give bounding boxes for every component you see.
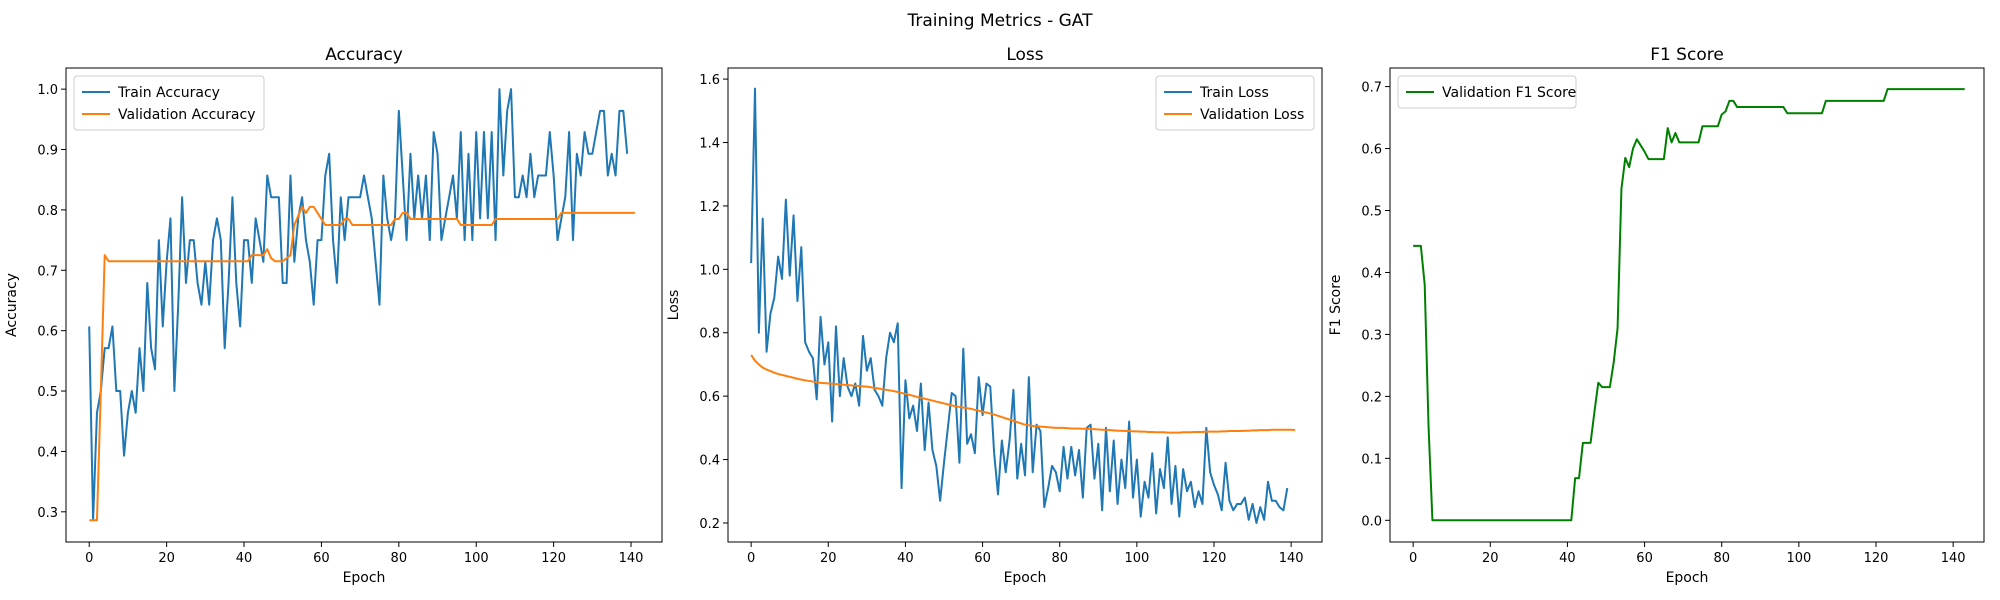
accuracy-x-tick-label: 20: [158, 551, 175, 566]
loss-x-tick-label: 80: [1051, 551, 1068, 566]
f1-x-tick-label: 40: [1559, 551, 1576, 566]
f1-axes-frame: [1389, 67, 1985, 543]
loss-series-0-line: [750, 87, 1289, 524]
accuracy-y-tick-label: 0.8: [37, 204, 58, 219]
accuracy-y-tick-label: 0.4: [37, 445, 58, 460]
loss-x-tick-label: 0: [747, 551, 755, 566]
f1-y-tick-label: 0.6: [1361, 143, 1382, 158]
accuracy-series-0-line: [88, 88, 629, 522]
f1-y-tick-label: 0.0: [1361, 514, 1382, 529]
loss-y-tick-label: 0.2: [699, 517, 720, 532]
f1-x-axis-label: Epoch: [1666, 570, 1709, 586]
accuracy-x-tick-label: 80: [391, 551, 408, 566]
loss-axes-frame: [727, 67, 1323, 543]
f1-x-tick-label: 100: [1786, 551, 1811, 566]
f1-title: F1 Score: [1650, 45, 1724, 65]
f1-y-tick-label: 0.7: [1361, 81, 1382, 96]
f1-legend-label: Validation F1 Score: [1442, 85, 1576, 101]
accuracy-x-axis-label: Epoch: [343, 570, 386, 586]
loss-title: Loss: [1006, 45, 1043, 65]
accuracy-x-tick-label: 120: [541, 551, 566, 566]
loss-y-tick-label: 0.4: [699, 454, 720, 469]
accuracy-legend-label: Train Accuracy: [117, 85, 220, 101]
loss-legend-label: Validation Loss: [1200, 107, 1304, 123]
accuracy-title: Accuracy: [325, 45, 403, 65]
f1-x-tick-label: 60: [1636, 551, 1653, 566]
f1-legend: Validation F1 Score: [1397, 75, 1577, 109]
f1-series-0-line: [1413, 88, 1965, 522]
accuracy-y-tick-label: 0.7: [37, 264, 58, 279]
f1-x-tick-label: 120: [1864, 551, 1889, 566]
loss-y-tick-label: 1.0: [699, 263, 720, 278]
f1-y-tick-label: 0.4: [1361, 266, 1382, 281]
accuracy-panel: Accuracy 0 20 40 60 80 100 120 140 0.3 0.4 0.5 0.6 0.…: [4, 45, 663, 586]
f1-x-tick-label: 140: [1941, 551, 1966, 566]
loss-y-tick-label: 1.2: [699, 200, 720, 215]
accuracy-series-1-line: [89, 205, 635, 522]
loss-x-tick-label: 20: [820, 551, 837, 566]
accuracy-legend: Train Accuracy Validation Accuracy: [73, 75, 265, 131]
f1-y-tick-label: 0.3: [1361, 328, 1382, 343]
f1-panel: F1 Score 0 20 40 60 80 100 120 140 0.0 0.1 0.2 0.3 0.…: [1328, 45, 1985, 586]
loss-y-axis-label: Loss: [666, 290, 682, 321]
accuracy-x-tick-label: 100: [464, 551, 489, 566]
accuracy-x-tick-label: 140: [619, 551, 644, 566]
f1-x-tick-label: 20: [1482, 551, 1499, 566]
loss-y-tick-label: 1.4: [699, 137, 720, 152]
f1-x-tick-label: 80: [1713, 551, 1730, 566]
loss-y-tick-label: 0.6: [699, 390, 720, 405]
figure-suptitle: Training Metrics - GAT: [907, 11, 1094, 31]
f1-y-tick-label: 0.5: [1361, 205, 1382, 220]
accuracy-axes-frame: [65, 67, 663, 543]
accuracy-y-tick-label: 0.9: [37, 144, 58, 159]
accuracy-x-tick-label: 60: [313, 551, 330, 566]
accuracy-y-tick-label: 0.5: [37, 385, 58, 400]
loss-legend-label: Train Loss: [1199, 85, 1269, 101]
f1-y-tick-label: 0.2: [1361, 390, 1382, 405]
f1-y-tick-label: 0.1: [1361, 452, 1382, 467]
accuracy-y-tick-label: 0.6: [37, 325, 58, 340]
loss-legend-box: [1155, 75, 1315, 131]
loss-x-tick-label: 140: [1279, 551, 1304, 566]
loss-y-tick-label: 0.8: [699, 327, 720, 342]
loss-x-tick-label: 60: [974, 551, 991, 566]
accuracy-legend-label: Validation Accuracy: [118, 107, 256, 123]
accuracy-y-axis-label: Accuracy: [4, 273, 20, 337]
f1-legend-box: [1397, 75, 1577, 109]
f1-y-axis-label: F1 Score: [1328, 275, 1344, 336]
accuracy-x-tick-label: 0: [85, 551, 93, 566]
loss-series-1-line: [750, 354, 1296, 434]
loss-x-tick-label: 120: [1202, 551, 1227, 566]
loss-x-tick-label: 100: [1124, 551, 1149, 566]
loss-panel: Loss 0 20 40 60 80 100 120 140 0.2 0.4 0.6 0.8 1.0 1.2…: [666, 45, 1323, 586]
accuracy-legend-box: [73, 75, 265, 131]
loss-x-tick-label: 40: [897, 551, 914, 566]
accuracy-x-tick-label: 40: [236, 551, 253, 566]
loss-legend: Train Loss Validation Loss: [1155, 75, 1315, 131]
accuracy-y-tick-label: 0.3: [37, 506, 58, 521]
accuracy-y-tick-label: 1.0: [37, 83, 58, 98]
f1-x-tick-label: 0: [1409, 551, 1417, 566]
loss-x-axis-label: Epoch: [1004, 570, 1047, 586]
loss-y-tick-label: 1.6: [699, 73, 720, 88]
